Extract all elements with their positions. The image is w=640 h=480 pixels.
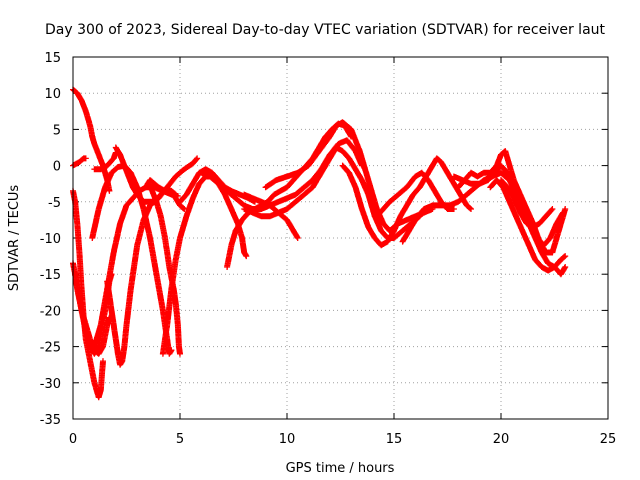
y-tick-label: -35 xyxy=(40,413,61,428)
chart-title: Day 300 of 2023, Sidereal Day-to-day VTE… xyxy=(45,22,606,38)
series-arc27 xyxy=(498,177,556,231)
series-markers xyxy=(262,119,436,234)
x-tick-label: 5 xyxy=(176,432,184,447)
y-tick-label: -15 xyxy=(40,268,61,283)
y-tick-label: 10 xyxy=(44,87,61,102)
series-arc13 xyxy=(142,177,179,198)
series-arc4 xyxy=(91,149,119,173)
series-markers xyxy=(241,144,423,241)
series-markers xyxy=(91,149,119,173)
y-tick-label: -5 xyxy=(48,196,61,211)
data-series xyxy=(70,86,569,401)
x-tick-label: 20 xyxy=(493,432,510,447)
series-arc26 xyxy=(487,177,569,274)
series-arc20 xyxy=(262,119,436,234)
x-axis-label: GPS time / hours xyxy=(286,461,395,476)
y-tick-label: 15 xyxy=(44,51,61,66)
series-markers xyxy=(498,177,556,231)
series-markers xyxy=(72,271,113,357)
y-tick-label: -20 xyxy=(40,304,61,319)
y-axis-label: SDTVAR / TECUs xyxy=(7,185,22,292)
series-markers xyxy=(142,177,179,198)
y-tick-label: 5 xyxy=(53,123,61,138)
x-tick-label: 15 xyxy=(386,432,403,447)
series-markers xyxy=(241,191,301,241)
x-tick-label: 25 xyxy=(600,432,617,447)
plot-frame xyxy=(72,56,609,420)
y-tick-label: 0 xyxy=(53,160,61,175)
y-tick-label: -25 xyxy=(40,341,61,356)
series-arc19 xyxy=(241,191,301,241)
series-arc7 xyxy=(72,271,113,357)
series-arc18 xyxy=(241,144,423,241)
y-tick-label: -10 xyxy=(40,232,61,247)
x-tick-label: 0 xyxy=(69,432,77,447)
series-markers xyxy=(487,177,569,274)
y-tick-label: -30 xyxy=(40,377,61,392)
x-tick-label: 10 xyxy=(279,432,296,447)
